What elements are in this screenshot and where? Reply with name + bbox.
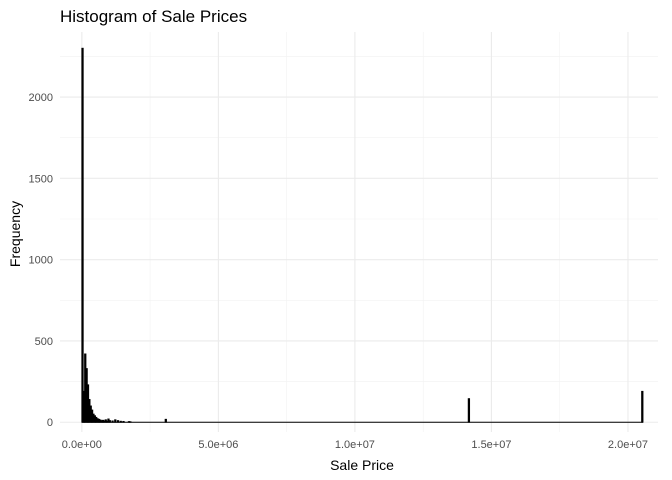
y-tick-label: 2000 xyxy=(29,92,53,104)
y-axis-title: Frequency xyxy=(7,201,23,267)
histogram-bar xyxy=(81,47,84,423)
histogram-bars xyxy=(81,47,644,423)
histogram-bar xyxy=(641,390,644,423)
minor-gridlines xyxy=(60,32,658,432)
x-tick-label: 1.0e+07 xyxy=(335,439,375,451)
x-tick-label: 5.0e+06 xyxy=(198,439,238,451)
x-axis-title: Sale Price xyxy=(330,457,394,473)
x-tick-label: 0.0e+00 xyxy=(62,439,102,451)
chart-title: Histogram of Sale Prices xyxy=(60,7,247,26)
y-tick-label: 500 xyxy=(35,336,53,348)
y-tick-label: 1000 xyxy=(29,255,53,267)
y-tick-label: 1500 xyxy=(29,173,53,185)
x-tick-label: 1.5e+07 xyxy=(471,439,511,451)
x-axis-tick-labels: 0.0e+00 5.0e+06 1.0e+07 1.5e+07 2.0e+07 xyxy=(62,439,648,451)
y-tick-label: 0 xyxy=(47,417,53,429)
major-gridlines xyxy=(60,32,658,432)
histogram-bar xyxy=(467,398,471,423)
y-axis-tick-labels: 0 500 1000 1500 2000 xyxy=(29,92,53,429)
x-tick-label: 2.0e+07 xyxy=(608,439,648,451)
